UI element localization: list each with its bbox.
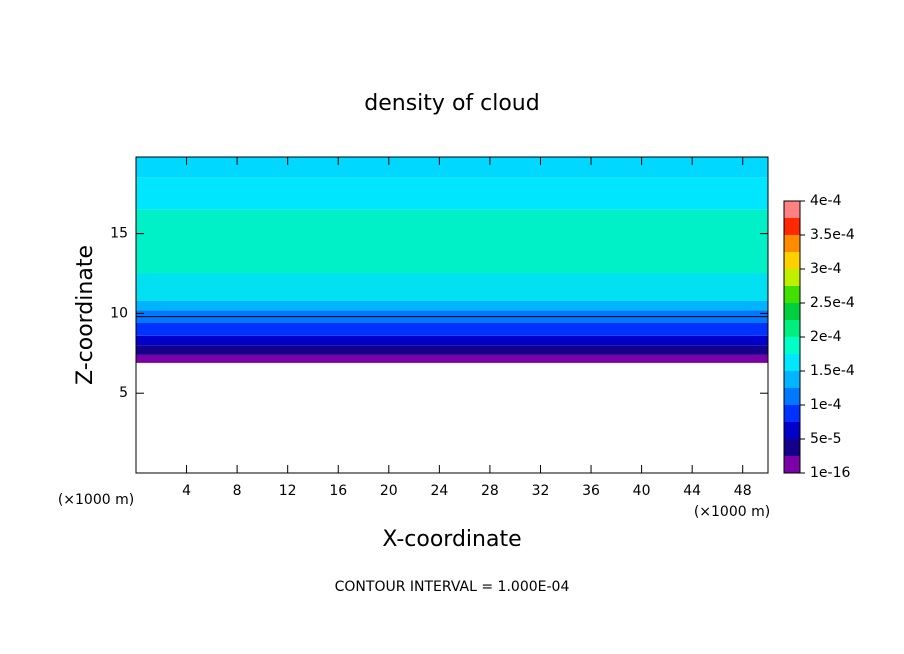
colorbar-tick-label: 3e-4	[810, 261, 842, 277]
x-tick-label: 36	[582, 483, 600, 499]
colorbar-swatch	[784, 337, 800, 354]
y-axis-label: Z-coordinate	[73, 245, 98, 385]
colorbar-swatch	[784, 218, 800, 235]
x-unit: (×1000 m)	[694, 504, 770, 520]
x-tick-label: 4	[182, 483, 191, 499]
x-axis-label: X-coordinate	[382, 527, 521, 552]
contour-band	[136, 157, 768, 178]
x-tick-label: 28	[481, 483, 499, 499]
colorbar-tick-label: 4e-4	[810, 193, 842, 209]
colorbar-swatch	[784, 303, 800, 320]
colorbar-swatch	[784, 269, 800, 286]
x-tick-label: 12	[279, 483, 297, 499]
contour-band	[136, 345, 768, 355]
colorbar-swatch	[784, 235, 800, 252]
contour-band	[136, 300, 768, 311]
colorbar-tick-label: 1.5e-4	[810, 363, 855, 379]
colorbar-swatch	[784, 201, 800, 218]
y-tick-label: 15	[110, 226, 128, 242]
contour-band	[136, 177, 768, 210]
colorbar-swatch	[784, 422, 800, 439]
colorbar-swatch	[784, 439, 800, 456]
colorbar-swatch	[784, 252, 800, 269]
colorbar-tick-label: 5e-5	[810, 431, 841, 447]
colorbar-swatch	[784, 405, 800, 422]
colorbar-tick-label: 2.5e-4	[810, 295, 855, 311]
colorbar-swatch	[784, 388, 800, 405]
footnote: CONTOUR INTERVAL = 1.000E-04	[335, 579, 570, 595]
x-tick-label: 24	[430, 483, 448, 499]
x-tick-label: 40	[633, 483, 651, 499]
x-tick-label: 16	[329, 483, 347, 499]
contour-band	[136, 335, 768, 346]
y-tick-label: 10	[110, 305, 128, 321]
colorbar-swatch	[784, 371, 800, 388]
x-tick-label: 8	[233, 483, 242, 499]
colorbar-swatch	[784, 286, 800, 303]
chart-title: density of cloud	[364, 91, 539, 116]
x-tick-label: 32	[532, 483, 550, 499]
colorbar-swatch	[784, 456, 800, 473]
contour-band	[136, 209, 768, 274]
colorbar-tick-label: 1e-16	[810, 465, 850, 481]
contour-band	[136, 322, 768, 336]
x-tick-label: 44	[683, 483, 701, 499]
colorbar-swatch	[784, 354, 800, 371]
colorbar-tick-label: 3.5e-4	[810, 227, 855, 243]
x-tick-label: 48	[734, 483, 752, 499]
colorbar-swatch	[784, 320, 800, 337]
colorbar-tick-label: 2e-4	[810, 329, 842, 345]
y-tick-label: 5	[119, 385, 128, 401]
y-unit: (×1000 m)	[58, 492, 134, 508]
colorbar-tick-label: 1e-4	[810, 397, 842, 413]
contour-band	[136, 354, 768, 363]
contour-band	[136, 273, 768, 301]
x-tick-label: 20	[380, 483, 398, 499]
plot-frame	[135, 156, 769, 474]
